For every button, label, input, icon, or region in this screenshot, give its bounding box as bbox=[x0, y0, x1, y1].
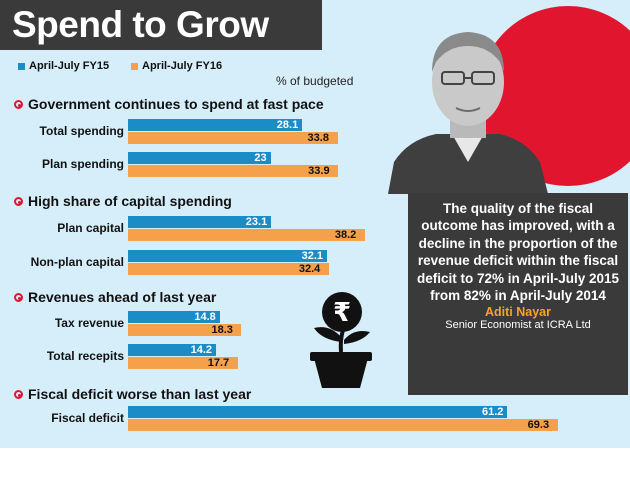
data-label-fy16: 33.9 bbox=[308, 165, 330, 177]
data-label-fy15: 14.2 bbox=[190, 344, 213, 356]
section-heading-spending: Government continues to spend at fast pa… bbox=[14, 96, 324, 112]
legend-item-fy16: April-July FY16 bbox=[131, 60, 222, 72]
section-label: Revenues ahead of last year bbox=[28, 289, 217, 305]
legend-item-fy15: April-July FY15 bbox=[18, 60, 109, 72]
section-heading-capital: High share of capital spending bbox=[14, 193, 232, 209]
quote-author-name: Aditi Nayar bbox=[485, 305, 551, 320]
bar-fy15: 23 bbox=[128, 152, 271, 164]
category-label: Total spending bbox=[39, 124, 124, 138]
data-label-fy16: 33.8 bbox=[307, 132, 329, 144]
bar-fy16: 69.3 bbox=[128, 419, 558, 431]
bar-fy15: 14.8 bbox=[128, 311, 220, 323]
bar-fy16: 17.7 bbox=[128, 357, 238, 369]
section-heading-deficit: Fiscal deficit worse than last year bbox=[14, 386, 251, 402]
data-label-fy16: 17.7 bbox=[207, 357, 230, 369]
quote-box: The quality of the fiscal outcome has im… bbox=[408, 193, 628, 395]
quote-author-role: Senior Economist at ICRA Ltd bbox=[445, 319, 591, 332]
legend-label-fy16: April-July FY16 bbox=[142, 60, 223, 72]
portrait-illustration bbox=[388, 32, 548, 194]
bar-fy15: 14.2 bbox=[128, 344, 217, 356]
category-label: Fiscal deficit bbox=[51, 411, 124, 425]
svg-text:₹: ₹ bbox=[333, 298, 351, 328]
data-label-fy16: 38.2 bbox=[334, 229, 357, 241]
bar-fy16: 33.9 bbox=[128, 165, 339, 177]
rupee-plant-icon: ₹ bbox=[310, 292, 372, 388]
bar-fy16: 33.8 bbox=[128, 132, 338, 144]
data-label-fy16: 69.3 bbox=[527, 419, 550, 431]
bar-fy15: 23.1 bbox=[128, 216, 272, 228]
section-label: Fiscal deficit worse than last year bbox=[28, 386, 252, 402]
section-heading-revenues: Revenues ahead of last year bbox=[14, 289, 216, 305]
bar-fy16: 32.4 bbox=[128, 263, 329, 275]
section-label: High share of capital spending bbox=[28, 193, 232, 209]
data-label-fy15: 32.1 bbox=[301, 250, 324, 262]
category-label: Non-plan capital bbox=[30, 255, 124, 269]
category-label: Plan capital bbox=[57, 221, 124, 235]
data-label-fy15: 14.8 bbox=[194, 311, 216, 323]
data-label-fy16: 18.3 bbox=[211, 324, 233, 336]
bar-fy15: 61.2 bbox=[128, 406, 508, 418]
bar-fy15: 32.1 bbox=[128, 250, 328, 262]
category-label: Plan spending bbox=[41, 157, 124, 171]
category-label: Total recepits bbox=[46, 349, 124, 363]
page-title: Spend to Grow bbox=[0, 0, 322, 50]
section-label: Government continues to spend at fast pa… bbox=[28, 96, 324, 112]
legend-label-fy15: April-July FY15 bbox=[29, 60, 110, 72]
data-label-fy15: 61.2 bbox=[482, 406, 504, 418]
bullet-icon bbox=[14, 196, 23, 206]
bullet-icon bbox=[14, 389, 23, 399]
bullet-icon bbox=[14, 99, 23, 109]
data-label-fy15: 28.1 bbox=[276, 119, 299, 131]
legend-swatch-fy15 bbox=[18, 62, 25, 70]
bar-fy15: 28.1 bbox=[128, 119, 303, 131]
bar-fy16: 38.2 bbox=[128, 229, 365, 241]
data-label-fy16: 32.4 bbox=[298, 263, 321, 275]
unit-note: % of budgeted bbox=[276, 74, 354, 88]
legend-swatch-fy16 bbox=[131, 62, 138, 70]
data-label-fy15: 23.1 bbox=[245, 216, 268, 228]
data-label-fy15: 23 bbox=[254, 152, 267, 164]
category-label: Tax revenue bbox=[54, 316, 124, 330]
bar-fy16: 18.3 bbox=[128, 324, 242, 336]
bottom-strip bbox=[0, 448, 630, 480]
bullet-icon bbox=[14, 292, 23, 302]
quote-text: The quality of the fiscal outcome has im… bbox=[416, 201, 620, 304]
